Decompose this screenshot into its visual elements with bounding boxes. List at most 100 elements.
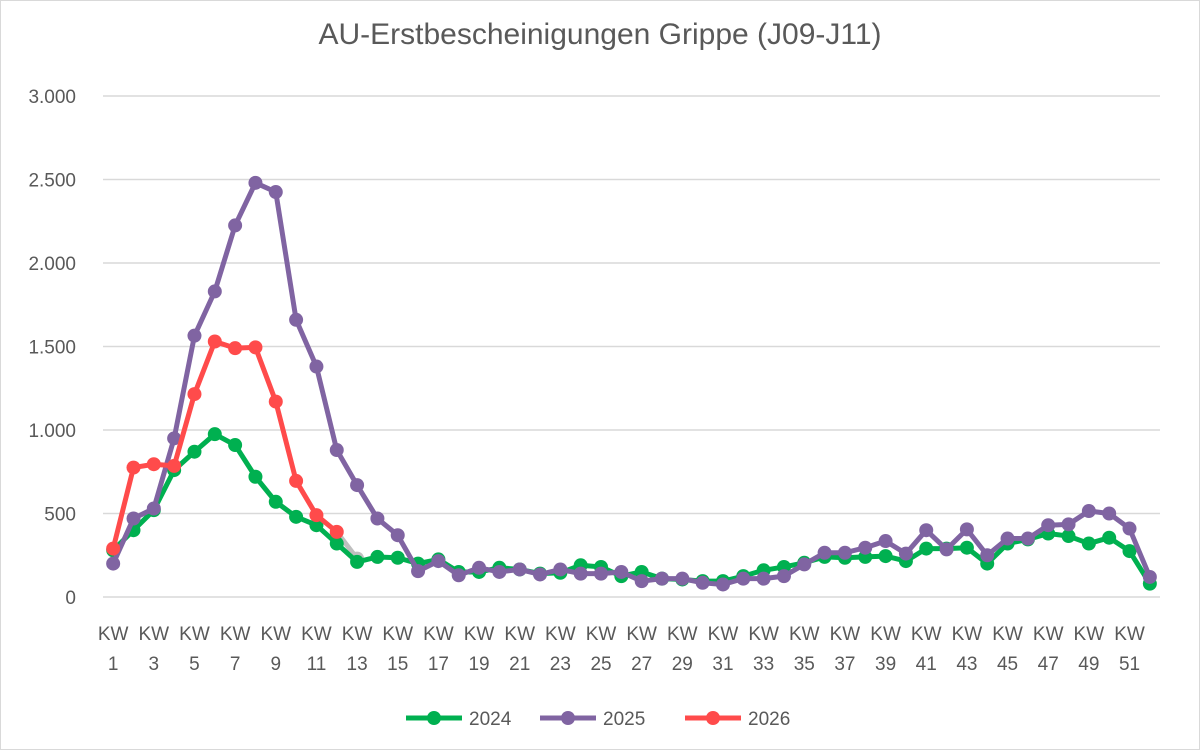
data-point-2024 <box>350 554 365 569</box>
x-tick-label-prefix: KW <box>992 624 1023 645</box>
data-point-2025 <box>309 359 324 374</box>
x-tick-label-prefix: KW <box>952 624 983 645</box>
data-point-2024 <box>248 469 263 484</box>
data-point-2025 <box>370 511 385 526</box>
data-point-2026 <box>289 473 304 488</box>
data-point-2025 <box>553 562 568 577</box>
data-point-2025 <box>431 554 446 569</box>
x-tick-label-prefix: KW <box>382 624 413 645</box>
y-tick-label: 1.000 <box>28 421 76 442</box>
x-tick-label: 39 <box>875 654 896 675</box>
data-point-2026 <box>106 541 121 556</box>
data-point-2026 <box>228 341 243 356</box>
chart-title: AU-Erstbescheinigungen Grippe (J09-J11) <box>318 18 882 51</box>
x-tick-label-prefix: KW <box>1033 624 1064 645</box>
data-point-2025 <box>573 566 588 581</box>
x-tick-label-prefix: KW <box>1074 624 1105 645</box>
data-point-2025 <box>898 546 913 561</box>
data-point-2025 <box>939 542 954 557</box>
data-point-2025 <box>126 511 141 526</box>
data-point-2025 <box>187 328 202 343</box>
x-tick-label: 49 <box>1078 654 1099 675</box>
data-point-2025 <box>817 545 832 560</box>
data-point-2025 <box>797 557 812 572</box>
x-tick-label: 15 <box>387 654 408 675</box>
x-tick-label-prefix: KW <box>220 624 251 645</box>
legend-label: 2024 <box>469 709 512 730</box>
legend-marker-2025 <box>561 711 575 725</box>
data-point-2025 <box>1081 503 1096 518</box>
x-tick-label: 21 <box>509 654 530 675</box>
x-tick-label: 47 <box>1038 654 1059 675</box>
x-tick-label-prefix: KW <box>464 624 495 645</box>
data-point-2025 <box>329 443 344 458</box>
x-tick-label: 35 <box>794 654 815 675</box>
x-tick-label-prefix: KW <box>789 624 820 645</box>
x-tick-label: 31 <box>712 654 733 675</box>
data-point-2025 <box>512 562 527 577</box>
x-tick-label-prefix: KW <box>139 624 170 645</box>
data-point-2025 <box>228 218 243 233</box>
series-line-2024 <box>111 431 1152 585</box>
data-point-2025 <box>614 564 629 579</box>
x-tick-label: 29 <box>672 654 693 675</box>
x-tick-label: 13 <box>347 654 368 675</box>
data-point-2024 <box>187 444 202 459</box>
x-tick-label-prefix: KW <box>708 624 739 645</box>
x-tick-label-prefix: KW <box>870 624 901 645</box>
data-point-2025 <box>878 534 893 549</box>
data-point-2026 <box>248 340 263 355</box>
data-point-2025 <box>411 564 426 579</box>
data-point-2025 <box>695 575 710 590</box>
legend-label: 2026 <box>748 709 790 730</box>
data-point-2024 <box>1081 536 1096 551</box>
y-tick-label: 3.000 <box>28 87 76 108</box>
x-tick-label-prefix: KW <box>98 624 129 645</box>
data-point-2025 <box>472 560 487 575</box>
data-point-2025 <box>1041 518 1056 533</box>
data-point-2025 <box>776 569 791 584</box>
data-point-2025 <box>837 545 852 560</box>
data-point-2025 <box>248 175 263 190</box>
x-tick-label: 33 <box>753 654 774 675</box>
data-point-2024 <box>878 549 893 564</box>
data-point-2024 <box>207 427 222 442</box>
data-point-2024 <box>919 541 934 556</box>
x-tick-label: 37 <box>834 654 855 675</box>
legend-label: 2025 <box>603 709 645 730</box>
data-point-2026 <box>187 387 202 402</box>
x-tick-label: 25 <box>590 654 611 675</box>
x-tick-label-prefix: KW <box>830 624 861 645</box>
data-point-2025 <box>736 571 751 586</box>
data-point-2025 <box>451 568 466 583</box>
x-tick-label-prefix: KW <box>911 624 942 645</box>
x-tick-label: 23 <box>550 654 571 675</box>
data-point-2025 <box>919 523 934 538</box>
x-tick-label-prefix: KW <box>342 624 373 645</box>
data-point-2024 <box>309 518 324 533</box>
data-point-2025 <box>350 478 365 493</box>
data-point-2025 <box>980 548 995 563</box>
series-line-2025 <box>110 180 1153 587</box>
x-tick-label: 19 <box>468 654 489 675</box>
data-point-2024 <box>1061 529 1076 544</box>
y-tick-label: 0 <box>65 588 76 609</box>
x-tick-label: 5 <box>189 654 200 675</box>
y-tick-label: 2.500 <box>28 171 76 192</box>
data-point-2025 <box>1142 569 1157 584</box>
data-point-2025 <box>207 284 222 299</box>
x-tick-label-prefix: KW <box>626 624 657 645</box>
data-point-2025 <box>634 574 649 589</box>
data-point-2024 <box>329 536 344 551</box>
x-tick-label: 1 <box>108 654 119 675</box>
data-point-2025 <box>1061 517 1076 532</box>
data-point-2024 <box>370 549 385 564</box>
x-tick-label: 41 <box>916 654 937 675</box>
legend-marker-2024 <box>427 711 441 725</box>
data-point-2025 <box>1020 531 1035 546</box>
data-point-2026 <box>207 334 222 349</box>
data-point-2024 <box>289 509 304 524</box>
x-tick-label: 17 <box>428 654 449 675</box>
y-tick-label: 1.500 <box>28 338 76 359</box>
data-point-2024 <box>268 494 283 509</box>
